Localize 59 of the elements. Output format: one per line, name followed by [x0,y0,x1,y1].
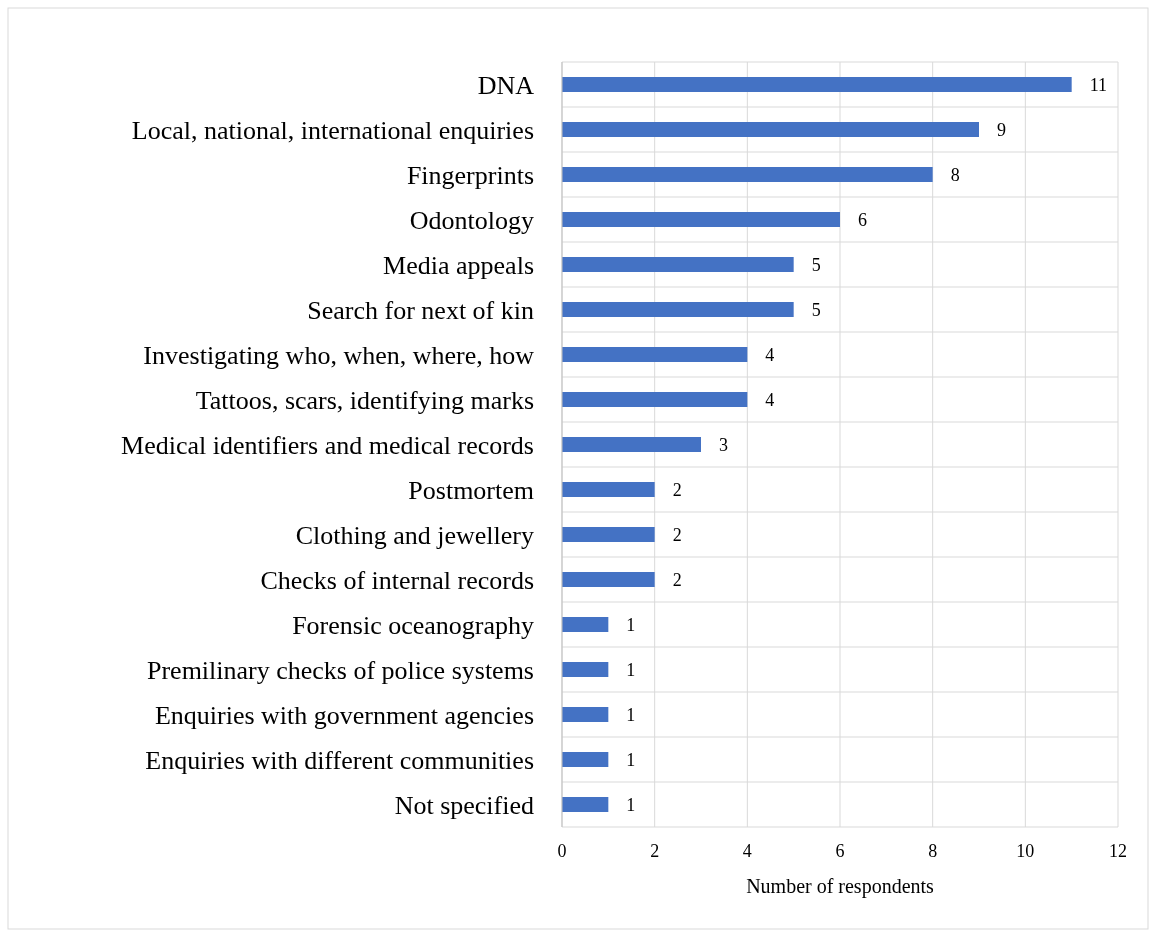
bar [562,572,655,587]
x-tick-label: 8 [928,841,938,861]
data-label: 2 [672,479,682,500]
data-label: 4 [765,389,775,410]
data-label: 6 [858,209,867,230]
y-tick-label: Media appeals [383,250,534,280]
bar [562,212,840,227]
y-tick-label: Forensic oceanography [292,610,534,640]
x-tick-label: 12 [1109,841,1127,861]
data-label: 1 [626,704,636,725]
x-tick-label: 4 [742,841,752,861]
bar [562,752,609,767]
x-tick-label: 10 [1016,841,1035,861]
data-label: 8 [950,164,960,185]
y-tick-label: DNA [477,70,535,100]
x-tick-label: 2 [650,841,660,861]
y-tick-label: Search for next of kin [307,295,534,325]
data-label: 3 [719,434,728,455]
bar [562,257,794,272]
x-axis-title: Number of respondents [746,875,935,898]
bar [562,167,933,182]
data-label: 9 [997,119,1006,140]
y-tick-label: Enquiries with government agencies [154,700,534,730]
y-tick-label: Tattoos, scars, identifying marks [195,385,534,415]
bar [562,347,748,362]
data-label: 2 [672,569,682,590]
y-tick-label: Enquiries with different communities [145,745,534,775]
data-label: 2 [672,524,682,545]
data-label: 1 [626,749,636,770]
x-tick-label: 0 [557,841,567,861]
y-tick-label: Local, national, international enquiries [131,115,534,145]
x-tick-label: 6 [835,841,845,861]
data-label: 4 [765,344,775,365]
bar [562,707,609,722]
data-label: 1 [626,794,636,815]
bar [562,797,609,812]
data-label: 5 [811,254,821,275]
bar [562,662,609,677]
y-tick-label: Checks of internal records [260,565,534,595]
bar [562,617,609,632]
y-tick-label: Medical identifiers and medical records [121,430,534,460]
bar [562,77,1072,92]
data-label: 5 [811,299,821,320]
y-tick-label: Postmortem [408,475,534,505]
data-label: 11 [1089,74,1108,95]
bar [562,122,979,137]
y-tick-label: Investigating who, when, where, how [143,340,535,370]
y-tick-label: Premilinary checks of police systems [146,655,534,685]
data-label: 1 [626,659,636,680]
bar [562,392,748,407]
data-label: 1 [626,614,636,635]
bar [562,482,655,497]
y-tick-label: Not specified [394,790,534,820]
bar [562,302,794,317]
y-tick-label: Odontology [409,205,534,235]
y-tick-label: Clothing and jewellery [295,520,534,550]
bar [562,437,701,452]
bar [562,527,655,542]
y-tick-label: Fingerprints [406,160,534,190]
